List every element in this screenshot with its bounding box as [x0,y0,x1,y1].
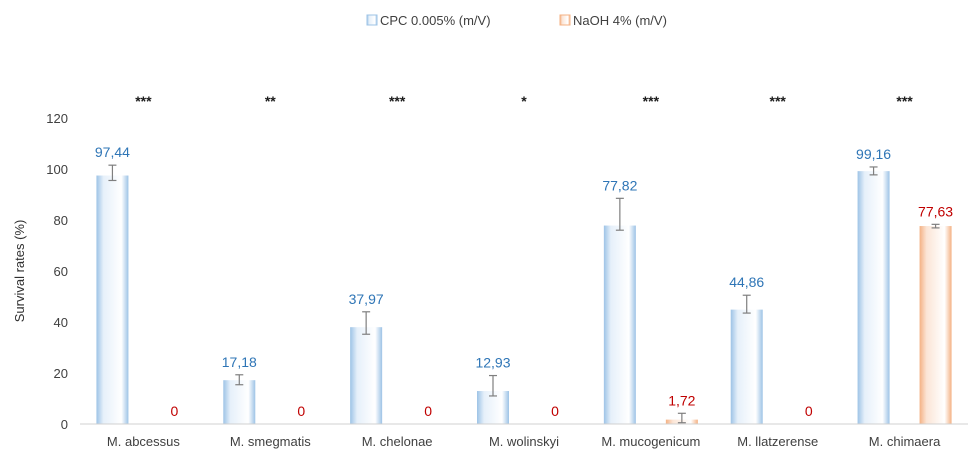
bar [223,380,256,424]
x-axis: M. abcessus M. smegmatis M. chelonae M. wol… [80,423,968,449]
data-label: 99,16 [856,146,891,162]
bars: *** 97,44 0 ** 17,18 0 *** 37,97 0 * 12,93 0 *** 77,8… [95,93,953,424]
x-tick-label: M. smegmatis [230,434,311,449]
data-label: 77,63 [918,203,953,219]
significance-marker: *** [389,93,406,109]
significance-marker: *** [770,93,787,109]
legend-label: NaOH 4% (m/V) [573,13,667,28]
data-label: 37,97 [349,291,384,307]
data-label: 44,86 [729,274,764,290]
data-label: 1,72 [668,392,695,408]
significance-marker: * [521,93,527,109]
y-tick-label: 80 [54,213,68,228]
y-axis: 0 20 40 60 80 100 120 [46,111,68,432]
bar [730,309,763,424]
data-label: 0 [424,403,432,419]
bar [857,171,890,424]
data-label: 0 [551,403,559,419]
x-tick-label: M. chimaera [869,434,941,449]
data-label: 77,82 [602,177,637,193]
y-tick-label: 120 [46,111,68,126]
legend-swatch [559,14,571,26]
legend-swatch [366,14,378,26]
significance-marker: *** [135,93,152,109]
y-tick-label: 20 [54,366,68,381]
legend-label: CPC 0.005% (m/V) [380,13,491,28]
data-label: 17,18 [222,354,257,370]
bar [919,226,952,424]
significance-marker: *** [896,93,913,109]
legend: CPC 0.005% (m/V) NaOH 4% (m/V) [366,13,667,28]
y-tick-label: 40 [54,315,68,330]
significance-marker: ** [265,93,276,109]
x-tick-label: M. wolinskyi [489,434,559,449]
bar [96,175,129,424]
data-label: 0 [297,403,305,419]
y-axis-label: Survival rates (%) [12,220,27,323]
data-label: 0 [171,403,179,419]
x-tick-label: M. abcessus [107,434,180,449]
y-tick-label: 100 [46,162,68,177]
bar [350,327,383,424]
y-tick-label: 0 [61,417,68,432]
x-tick-label: M. mucogenicum [601,434,700,449]
x-tick-label: M. llatzerense [737,434,818,449]
data-label: 12,93 [475,355,510,371]
x-tick-label: M. chelonae [362,434,433,449]
data-label: 97,44 [95,144,130,160]
bar [603,225,636,424]
y-tick-label: 60 [54,264,68,279]
data-label: 0 [805,403,813,419]
significance-marker: *** [643,93,660,109]
